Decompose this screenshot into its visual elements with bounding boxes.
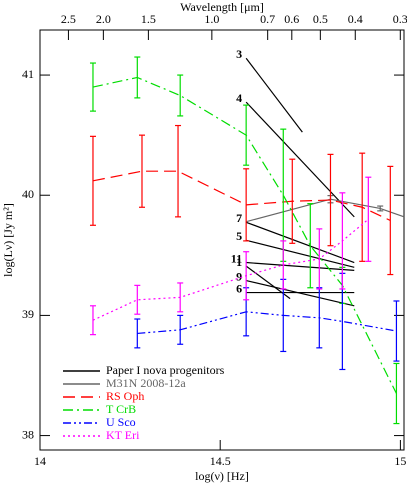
progenitor-line xyxy=(245,57,303,133)
series-line xyxy=(92,170,391,222)
error-bar xyxy=(393,362,400,425)
progenitor-label: 6 xyxy=(236,281,242,295)
legend-label: U Sco xyxy=(106,415,136,429)
x2-tick-label: 0.7 xyxy=(260,12,275,26)
x2-tick-label: 2.5 xyxy=(61,12,76,26)
x2-tick-label: 0.3 xyxy=(393,12,407,26)
x2-tick-label: 0.5 xyxy=(313,12,328,26)
progenitor-line xyxy=(245,221,355,264)
error-bar xyxy=(289,158,296,244)
progenitor-label: 3 xyxy=(236,47,242,61)
error-bar xyxy=(134,284,141,315)
progenitor-line xyxy=(246,261,355,271)
x2-axis-label: Wavelength [μm] xyxy=(180,0,264,14)
error-bar xyxy=(243,104,250,166)
error-bar xyxy=(89,135,96,226)
error-bar xyxy=(365,176,372,262)
error-bar xyxy=(243,251,250,301)
x-tick-label: 15 xyxy=(394,454,406,468)
progenitor-label: 9 xyxy=(236,269,242,283)
series-line xyxy=(92,76,397,394)
series-line xyxy=(92,218,369,321)
error-bar xyxy=(177,74,184,117)
error-bar xyxy=(175,124,182,218)
progenitor-label: 11 xyxy=(231,251,242,265)
progenitor-line xyxy=(245,101,355,218)
x2-tick-label: 1.5 xyxy=(141,12,156,26)
progenitor-line xyxy=(246,239,355,268)
x-axis-label: log(ν) [Hz] xyxy=(195,469,249,483)
legend-label: T CrB xyxy=(106,402,136,416)
error-bar xyxy=(89,62,96,112)
plot-frame xyxy=(39,29,405,451)
x2-tick-label: 0.6 xyxy=(284,12,299,26)
error-bar xyxy=(243,168,250,242)
x-tick-label: 14.5 xyxy=(210,454,231,468)
progenitor-label: 1 xyxy=(236,255,242,269)
x2-tick-label: 0.4 xyxy=(348,12,363,26)
error-bar xyxy=(307,203,314,289)
error-bar xyxy=(280,240,287,290)
series-line xyxy=(245,198,405,223)
y-tick-label: 39 xyxy=(22,307,34,321)
y-tick-label: 40 xyxy=(22,187,34,201)
y-tick-label: 41 xyxy=(22,67,34,81)
legend-label: M31N 2008-12a xyxy=(106,376,186,390)
error-bar xyxy=(393,300,400,362)
legend-label: KT Eri xyxy=(106,428,140,442)
error-bar xyxy=(134,56,141,99)
error-bar xyxy=(134,318,141,349)
error-bar xyxy=(339,192,346,290)
x-tick-label: 14 xyxy=(34,454,46,468)
error-bar xyxy=(377,205,384,212)
error-bar xyxy=(316,228,323,290)
error-bar xyxy=(89,305,96,336)
error-bar xyxy=(177,282,184,313)
progenitor-line xyxy=(246,279,355,307)
error-bar xyxy=(359,152,366,262)
legend-label: RS Oph xyxy=(106,389,144,403)
error-bar xyxy=(138,134,145,208)
error-bar xyxy=(177,314,184,345)
progenitor-label: 5 xyxy=(236,229,242,243)
progenitor-label: 4 xyxy=(236,91,242,105)
x2-tick-label: 1.0 xyxy=(204,12,219,26)
x2-tick-label: 2.0 xyxy=(96,12,111,26)
progenitor-label: 7 xyxy=(236,211,242,225)
y-tick-label: 38 xyxy=(22,427,34,441)
y-axis-label: log(Lν) [Jy m²] xyxy=(1,203,15,277)
error-bar xyxy=(387,165,394,276)
error-bar xyxy=(327,153,334,247)
legend-label: Paper I nova progenitors xyxy=(106,363,225,377)
